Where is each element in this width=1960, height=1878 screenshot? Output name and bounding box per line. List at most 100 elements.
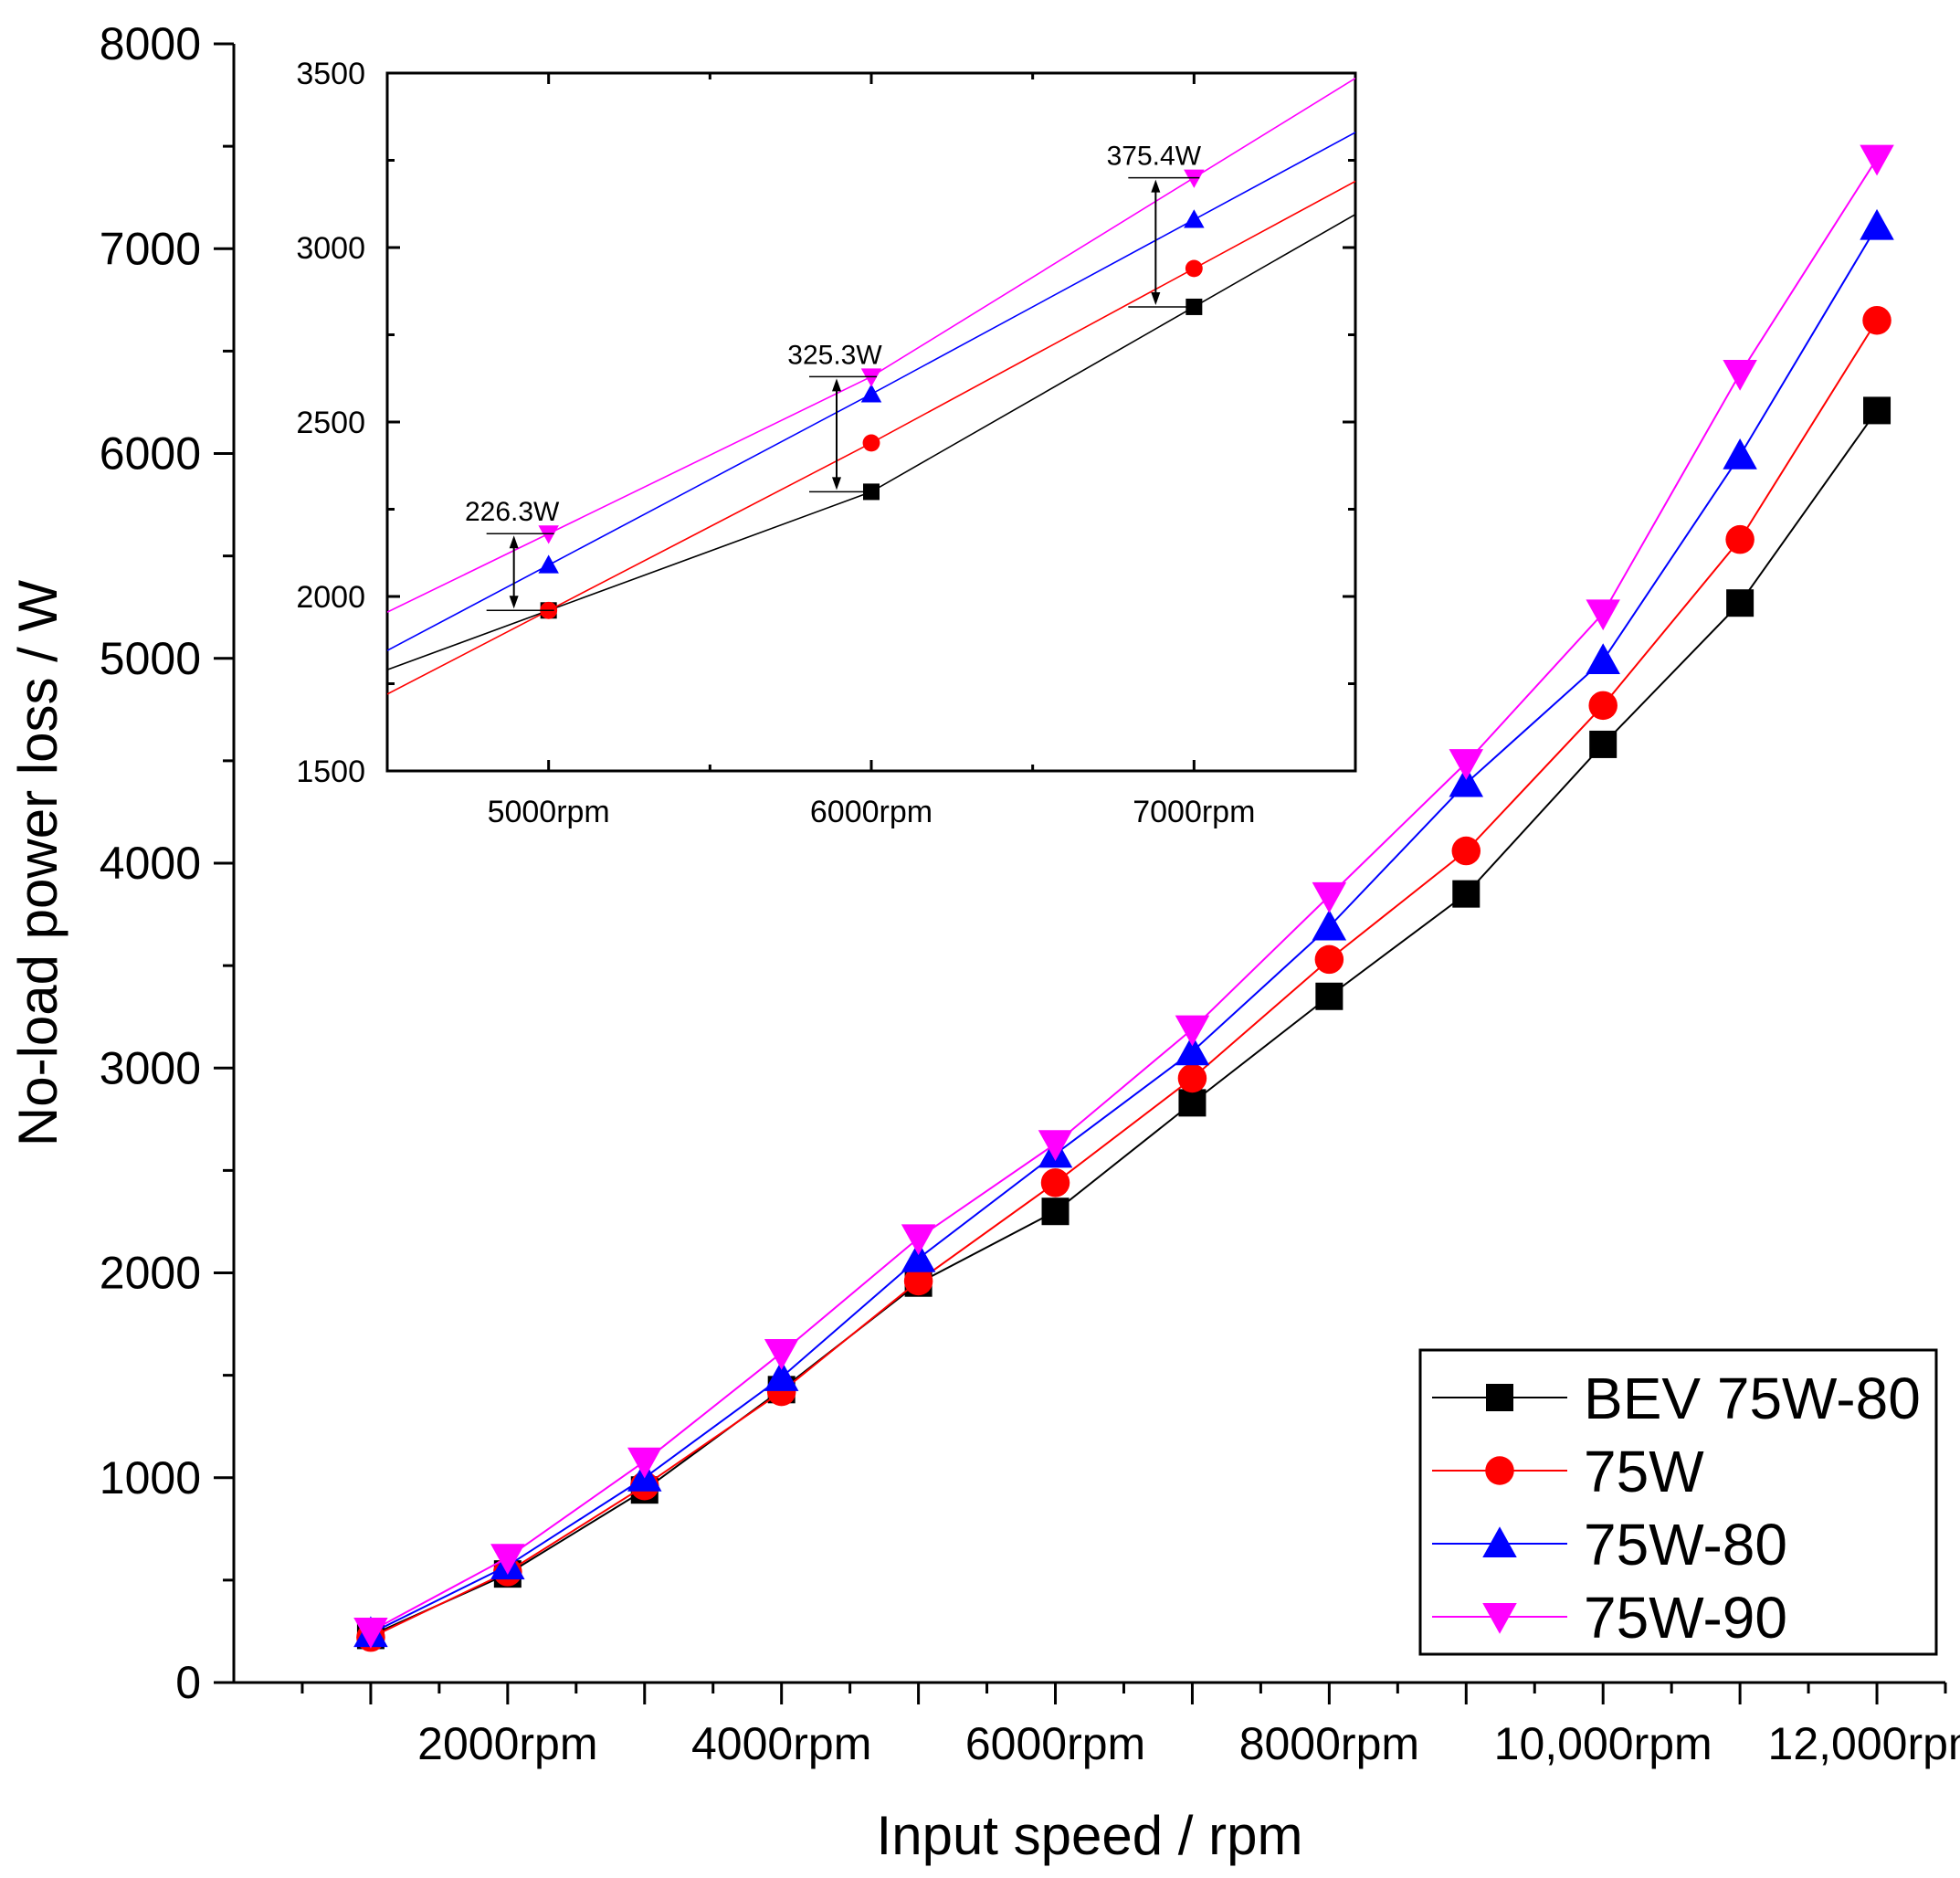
range-annotation: 375.4W bbox=[1107, 142, 1202, 308]
data-point-75w bbox=[1177, 1063, 1207, 1093]
y-tick-label: 3000 bbox=[100, 1042, 201, 1093]
data-point-75w-80 bbox=[764, 1360, 799, 1391]
legend-entry-75w-80: 75W-80 bbox=[1432, 1512, 1787, 1577]
y-tick-label: 4000 bbox=[100, 838, 201, 889]
y-tick-label: 2000 bbox=[100, 1248, 201, 1299]
legend: BEV 75W-80 75W 75W-80 75W-90 bbox=[1418, 1348, 1938, 1656]
data-point-75w-80 bbox=[1723, 438, 1757, 470]
annotation-arrowhead-up bbox=[509, 535, 519, 549]
inset-y-tick-label: 1500 bbox=[296, 754, 365, 789]
annotation-label: 375.4W bbox=[1107, 142, 1202, 172]
data-point-75w-90 bbox=[1038, 1130, 1073, 1161]
data-point-75w-90 bbox=[901, 1224, 936, 1256]
annotation-arrowhead-down bbox=[509, 596, 519, 609]
inset-ticks: 5000rpm 6000rpm 7000rpm 1500 2000 2500 3000 350… bbox=[296, 57, 1357, 829]
inset-series-75w-80 bbox=[387, 132, 1355, 651]
series-line-75w bbox=[370, 320, 1878, 1639]
data-point-bev-75w-80 bbox=[1452, 880, 1481, 908]
inset-y-tick-label: 3000 bbox=[296, 231, 365, 266]
data-point-75w-90 bbox=[764, 1338, 799, 1370]
inset-x-tick-label: 6000rpm bbox=[810, 795, 933, 829]
data-point-75w bbox=[1862, 305, 1892, 335]
main-x-ticks: 2000rpm 4000rpm 6000rpm 8000rpm 10,000rpm 12,… bbox=[300, 1683, 1960, 1769]
data-point-75w bbox=[903, 1266, 933, 1296]
data-point-bev-75w-80 bbox=[1863, 396, 1892, 425]
inset-x-tick-label: 5000rpm bbox=[488, 795, 610, 829]
inset-series-75w bbox=[387, 180, 1355, 695]
data-point-75w-80 bbox=[1449, 765, 1484, 797]
y-axis-title: No-load power loss / W bbox=[7, 580, 68, 1147]
data-point-75w-80 bbox=[1586, 643, 1620, 674]
range-annotation: 325.3W bbox=[787, 340, 882, 493]
legend-marker bbox=[1485, 1456, 1514, 1485]
data-point-75w-90 bbox=[1175, 1015, 1210, 1047]
data-point-75w-80 bbox=[1175, 1034, 1210, 1066]
inset-point-75w-80 bbox=[860, 384, 882, 403]
legend-marker bbox=[1486, 1384, 1513, 1411]
annotation-label: 325.3W bbox=[787, 340, 882, 370]
y-tick-label: 5000 bbox=[100, 633, 201, 684]
y-tick-label: 7000 bbox=[100, 223, 201, 274]
x-tick-label: 6000rpm bbox=[965, 1718, 1145, 1769]
legend-label: 75W-80 bbox=[1584, 1512, 1787, 1577]
data-point-75w-80 bbox=[1312, 909, 1347, 941]
inset-point-75w bbox=[1185, 259, 1203, 278]
data-point-75w bbox=[1314, 944, 1344, 975]
main-y-ticks: 0 1000 2000 3000 4000 5000 6000 7000 8000 bbox=[100, 18, 234, 1708]
legend-label: BEV 75W-80 bbox=[1584, 1366, 1921, 1431]
annotation-arrowhead-down bbox=[1151, 291, 1161, 305]
series-75w-90 bbox=[353, 144, 1894, 1649]
inset-y-tick-label: 2000 bbox=[296, 580, 365, 615]
inset-frame bbox=[385, 71, 1357, 773]
y-tick-label: 0 bbox=[175, 1657, 201, 1708]
data-point-75w bbox=[1451, 836, 1481, 866]
inset-point-75w-80 bbox=[538, 554, 559, 574]
series-line-75w-90 bbox=[370, 158, 1878, 1632]
data-point-bev-75w-80 bbox=[1315, 982, 1344, 1010]
inset-point-75w-90 bbox=[860, 368, 882, 387]
legend-entry-75w-90: 75W-90 bbox=[1432, 1585, 1787, 1651]
data-point-75w-80 bbox=[1860, 208, 1894, 240]
x-tick-label: 4000rpm bbox=[691, 1718, 871, 1769]
data-point-75w bbox=[1725, 524, 1755, 554]
x-tick-label: 12,000rpm bbox=[1768, 1718, 1960, 1769]
x-tick-label: 8000rpm bbox=[1239, 1718, 1419, 1769]
inset-point-75w-80 bbox=[1184, 209, 1205, 228]
data-point-75w bbox=[1588, 691, 1618, 721]
legend-marker bbox=[1482, 1603, 1517, 1634]
data-point-75w-90 bbox=[627, 1447, 662, 1479]
annotation-arrowhead-down bbox=[832, 477, 841, 491]
annotation-label: 226.3W bbox=[465, 497, 560, 527]
inset-x-tick-label: 7000rpm bbox=[1133, 795, 1255, 829]
annotation-arrowhead-up bbox=[1151, 179, 1161, 193]
main-series-group bbox=[353, 144, 1894, 1652]
legend-marker bbox=[1482, 1526, 1517, 1557]
legend-label: 75W-90 bbox=[1584, 1585, 1787, 1651]
data-point-75w-90 bbox=[1312, 881, 1347, 913]
data-point-75w-90 bbox=[353, 1617, 388, 1649]
annotation-arrowhead-up bbox=[832, 378, 841, 392]
data-point-bev-75w-80 bbox=[1178, 1089, 1207, 1117]
data-point-75w-90 bbox=[1860, 144, 1894, 176]
inset-point-75w-90 bbox=[1184, 169, 1205, 188]
data-point-bev-75w-80 bbox=[1041, 1197, 1070, 1226]
x-tick-label: 2000rpm bbox=[417, 1718, 597, 1769]
inset-plot: 5000rpm 6000rpm 7000rpm 1500 2000 2500 3000 350… bbox=[296, 57, 1357, 829]
legend-label: 75W bbox=[1584, 1439, 1704, 1504]
inset-point-75w-90 bbox=[538, 525, 559, 544]
legend-entry-75w: 75W bbox=[1432, 1439, 1704, 1504]
inset-y-tick-label: 2500 bbox=[296, 406, 365, 440]
x-axis-title: Input speed / rpm bbox=[877, 1805, 1303, 1866]
data-point-75w-90 bbox=[1723, 360, 1757, 391]
y-tick-label: 6000 bbox=[100, 428, 201, 480]
inset-point-75w bbox=[862, 434, 880, 452]
legend-entry-bev-75w-80: BEV 75W-80 bbox=[1432, 1366, 1921, 1431]
series-line-75w-80 bbox=[370, 226, 1878, 1635]
data-point-75w-80 bbox=[901, 1241, 936, 1272]
data-point-bev-75w-80 bbox=[1589, 730, 1618, 758]
range-annotation: 226.3W bbox=[465, 497, 560, 612]
data-point-75w bbox=[1040, 1168, 1070, 1197]
inset-y-tick-label: 3500 bbox=[296, 57, 365, 91]
